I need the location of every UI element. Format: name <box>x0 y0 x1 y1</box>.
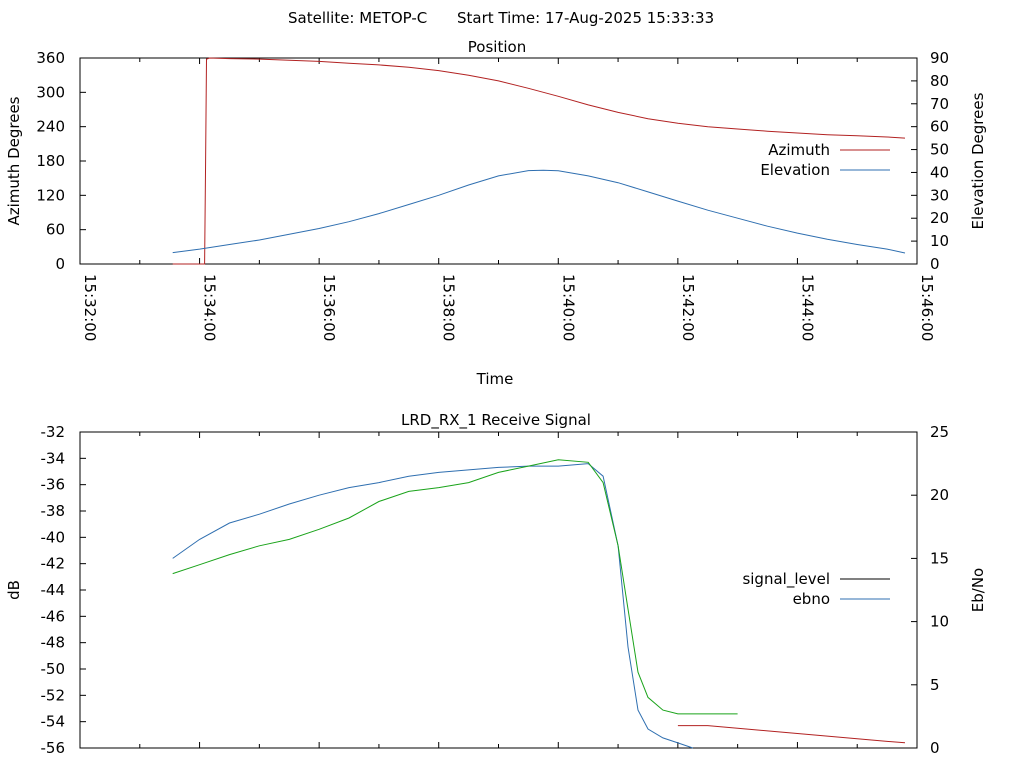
y-tick-label: -32 <box>41 423 66 441</box>
y-tick-label: -40 <box>41 528 66 546</box>
y-tick-label: 60 <box>46 221 65 239</box>
position-series <box>172 57 906 265</box>
y2-tick-label: 20 <box>930 486 949 504</box>
x-tick-label: 15:38:00 <box>440 274 458 341</box>
y2-tick-label: 40 <box>930 163 949 181</box>
legend-label: ebno <box>793 590 830 608</box>
x-tick-label: 15:36:00 <box>320 274 338 341</box>
x-tick-label: 15:44:00 <box>798 274 816 341</box>
satellite-label: Satellite: METOP-C <box>288 9 427 27</box>
series-line-ebno <box>172 463 693 749</box>
y2-tick-label: 25 <box>930 423 949 441</box>
series-line-series-2 <box>172 459 738 715</box>
y-tick-label: -44 <box>41 581 66 599</box>
y-tick-label: 180 <box>36 152 65 170</box>
legend-label: signal_level <box>742 570 830 589</box>
y2-tick-label: 90 <box>930 49 949 67</box>
x-tick-label: 15:34:00 <box>201 274 219 341</box>
y2-tick-label: 0 <box>930 739 940 757</box>
y-tick-label: -48 <box>41 634 66 652</box>
position-chart-title: Position <box>468 38 526 56</box>
legend-label: Azimuth <box>768 141 830 159</box>
y-tick-label: 300 <box>36 83 65 101</box>
y2-tick-label: 50 <box>930 141 949 159</box>
y2-tick-label: 10 <box>930 232 949 250</box>
y2-tick-label: 15 <box>930 549 949 567</box>
signal-chart-title: LRD_RX_1 Receive Signal <box>401 411 591 430</box>
x-tick-label: 15:42:00 <box>679 274 697 341</box>
start-time-label: Start Time: 17-Aug-2025 15:33:33 <box>457 9 714 27</box>
y-tick-label: -38 <box>41 502 66 520</box>
y-tick-label: -54 <box>41 713 66 731</box>
y-tick-label: -34 <box>41 449 66 467</box>
series-line-series-3 <box>677 725 906 744</box>
y-tick-label: -46 <box>41 607 66 625</box>
signal-y-axis-label: dB <box>5 580 23 600</box>
y2-tick-label: 60 <box>930 118 949 136</box>
position-ticks: 15:32:00 15:34:00 15:36:00 15:38:00 15:40:00… <box>36 49 949 341</box>
y-tick-label: -50 <box>41 660 66 678</box>
y-tick-label: 120 <box>36 186 65 204</box>
x-tick-label: 15:46:00 <box>918 274 936 341</box>
position-y2-axis-label: Elevation Degrees <box>969 92 987 229</box>
series-line-elevation <box>172 169 906 254</box>
x-tick-label: 15:40:00 <box>559 274 577 341</box>
signal-y2-axis-label: Eb/No <box>969 568 987 612</box>
y-tick-label: -36 <box>41 476 66 494</box>
position-legend: Azimuth Elevation <box>760 141 890 179</box>
y2-tick-label: 80 <box>930 72 949 90</box>
y2-tick-label: 0 <box>930 255 940 273</box>
signal-plot-frame <box>79 431 918 749</box>
y-tick-label: -42 <box>41 555 66 573</box>
series-line-azimuth <box>172 57 906 265</box>
legend-label: Elevation <box>760 161 830 179</box>
y-tick-label: 240 <box>36 118 65 136</box>
signal-series <box>172 459 906 749</box>
y2-tick-label: 20 <box>930 209 949 227</box>
y-tick-label: 360 <box>36 49 65 67</box>
signal-ticks: -32 -34 -36 -38 -40 -42 -44 -46 -48 -50 -52 -54 -56 0… <box>41 423 950 757</box>
x-tick-label: 15:32:00 <box>81 274 99 341</box>
y2-tick-label: 70 <box>930 95 949 113</box>
y-tick-label: 0 <box>55 255 65 273</box>
y2-tick-label: 5 <box>930 676 940 694</box>
position-x-axis-label: Time <box>476 370 514 388</box>
position-y-axis-label: Azimuth Degrees <box>5 96 23 225</box>
y-tick-label: -52 <box>41 686 66 704</box>
y2-tick-label: 10 <box>930 613 949 631</box>
y-tick-label: -56 <box>41 739 66 757</box>
y2-tick-label: 30 <box>930 186 949 204</box>
